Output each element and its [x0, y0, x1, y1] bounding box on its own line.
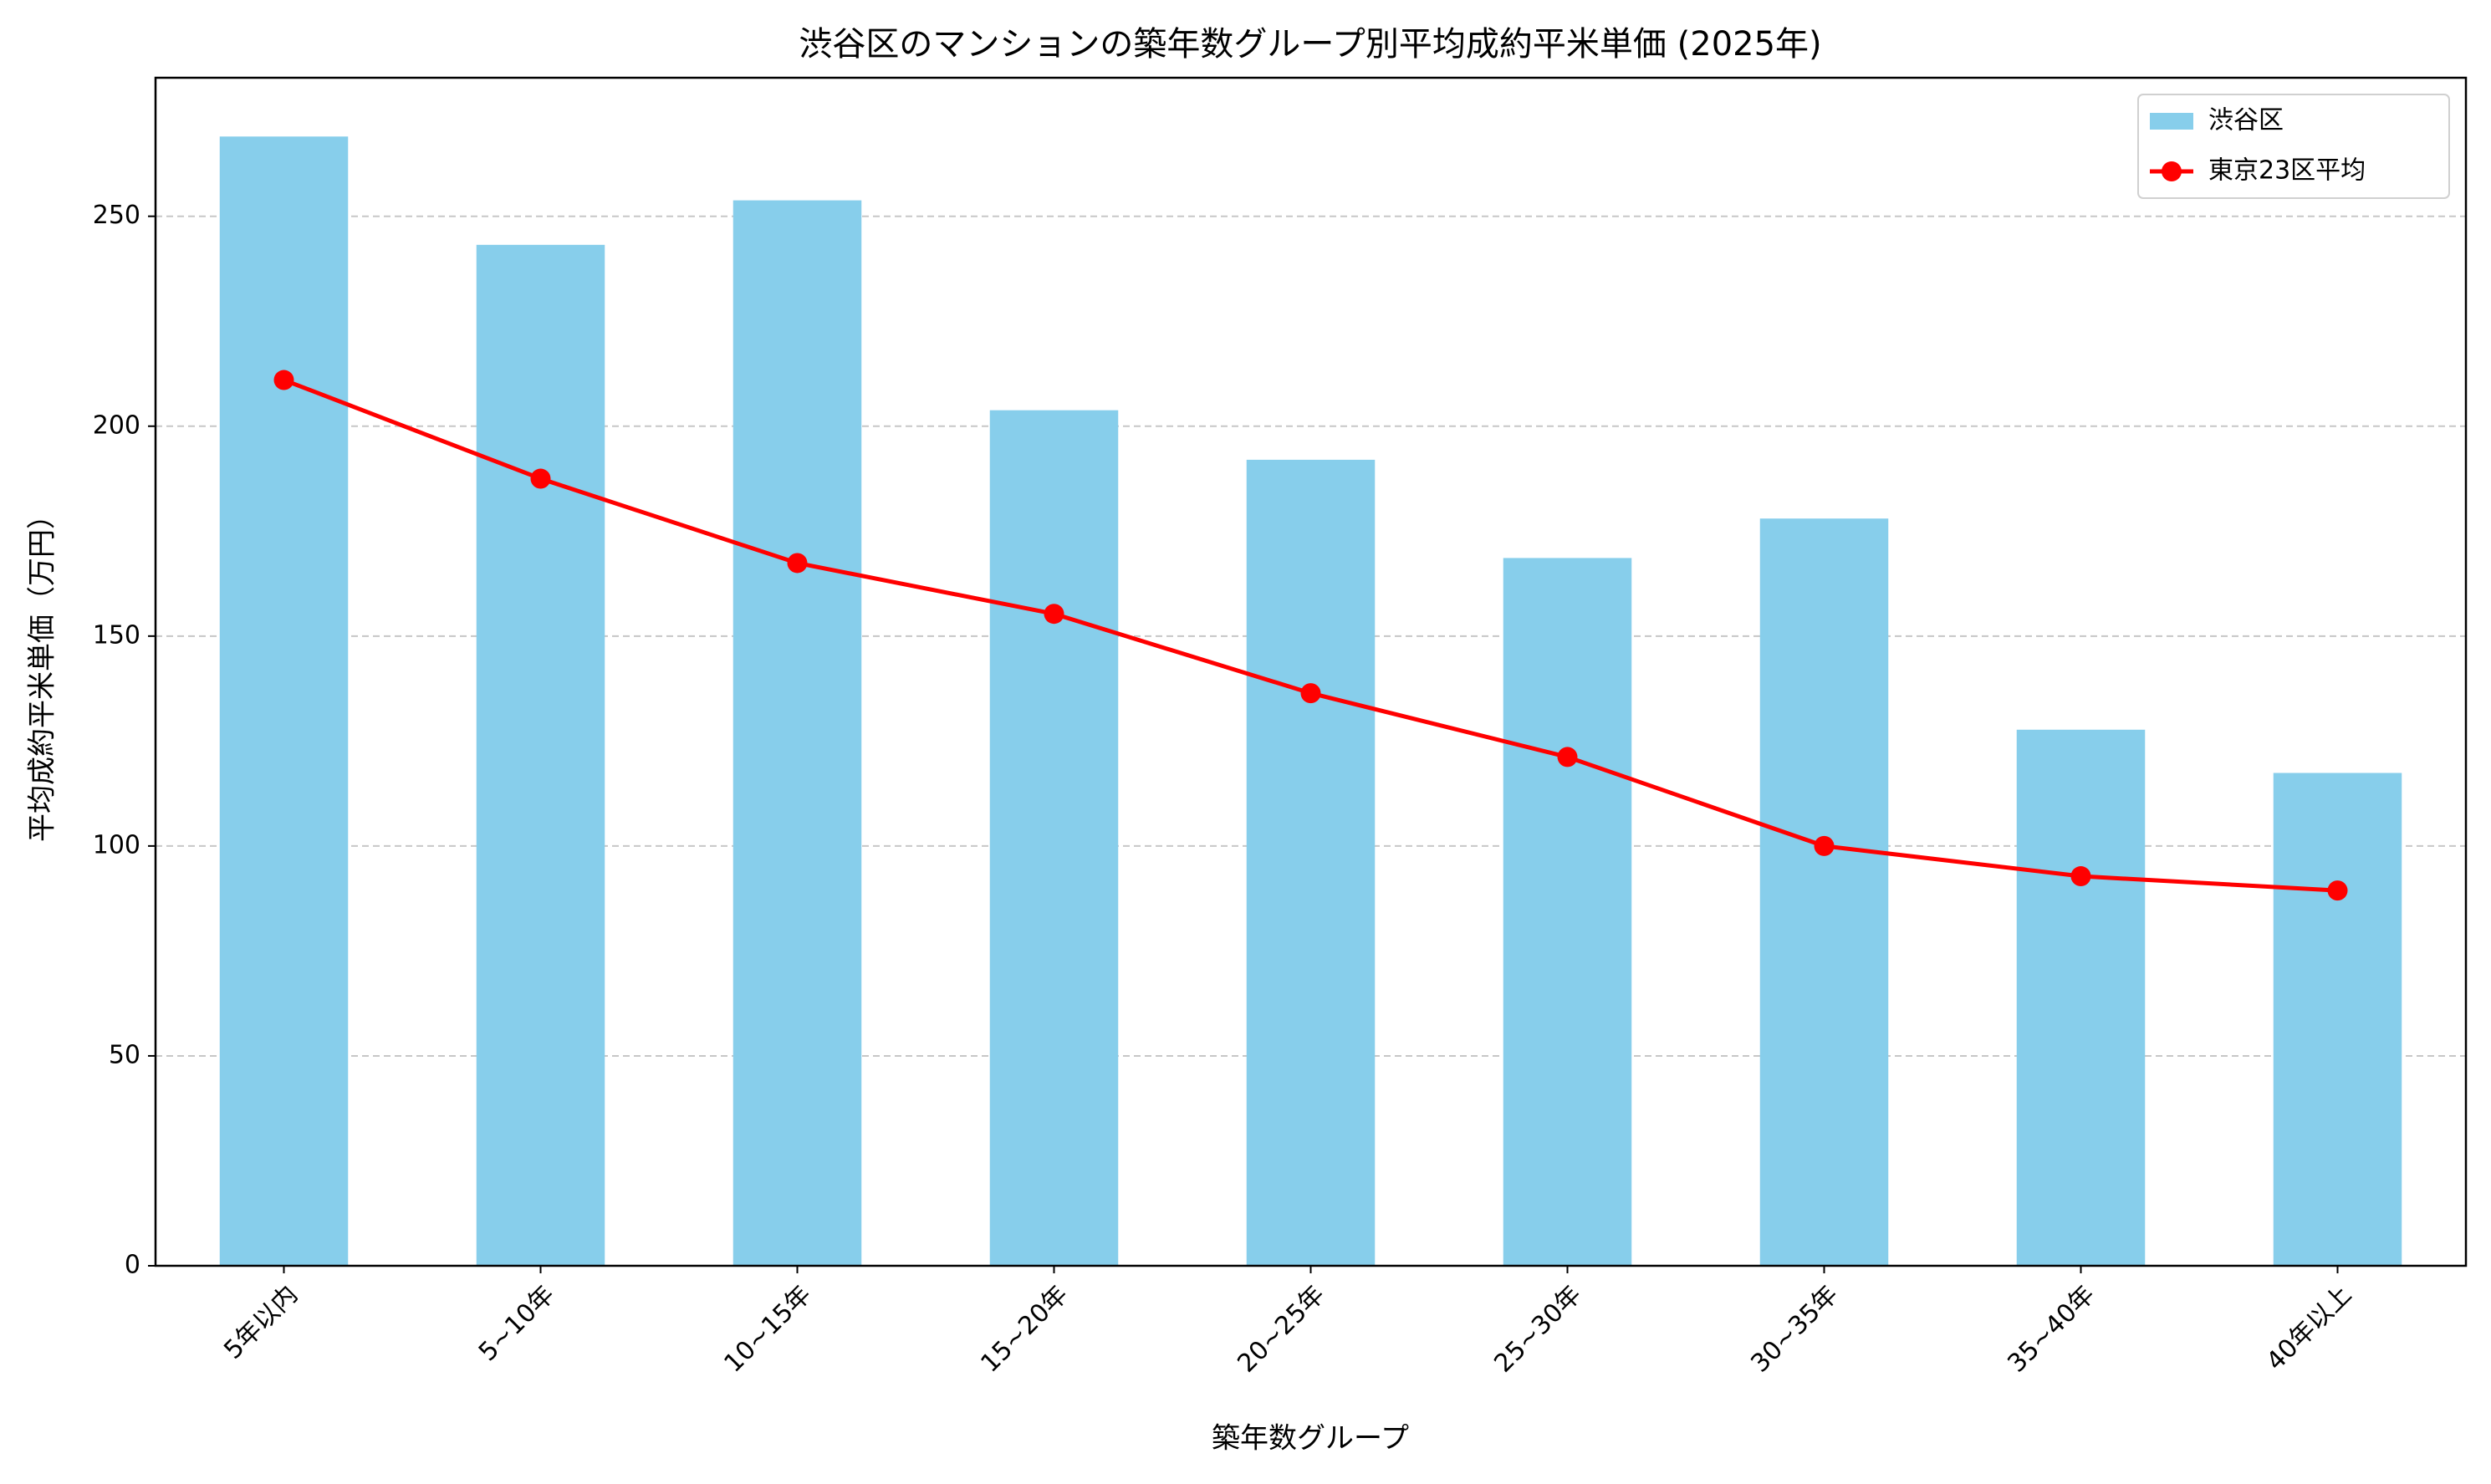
y-tick-label: 250: [93, 201, 140, 230]
bar: [2273, 773, 2402, 1266]
y-axis-label: 平均成約平米単価（万円）: [26, 501, 59, 842]
legend-box: [2137, 94, 2450, 199]
point: [530, 468, 551, 489]
bar: [989, 410, 1119, 1266]
point: [1044, 604, 1064, 625]
legend-label: 渋谷区: [2208, 106, 2284, 135]
bar: [2016, 729, 2146, 1266]
point: [1814, 835, 1835, 856]
bar: [1246, 459, 1376, 1266]
point: [2327, 880, 2348, 901]
plot-frame: [154, 76, 2468, 1267]
bar: [1503, 558, 1632, 1266]
point: [273, 370, 294, 390]
x-axis-label: 築年数グループ: [1212, 1422, 1409, 1456]
bar: [1759, 518, 1889, 1266]
bar: [476, 244, 605, 1267]
legend-marker: [2162, 161, 2182, 181]
y-tick-label: 150: [93, 620, 140, 650]
y-tick-label: 100: [93, 830, 140, 859]
point: [787, 553, 808, 574]
legend-swatch: [2150, 113, 2193, 130]
legend-label: 東京23区平均: [2208, 156, 2366, 186]
y-tick-label: 200: [93, 411, 140, 440]
point: [2070, 866, 2091, 887]
bar: [219, 136, 349, 1266]
y-tick-label: 50: [109, 1040, 140, 1069]
chart-title: 渋谷区のマンションの築年数グループ別平均成約平米単価 (2025年): [799, 25, 1821, 64]
point: [1557, 747, 1578, 767]
point: [1300, 683, 1321, 704]
y-tick-label: 0: [125, 1251, 140, 1280]
bar: [732, 200, 862, 1266]
